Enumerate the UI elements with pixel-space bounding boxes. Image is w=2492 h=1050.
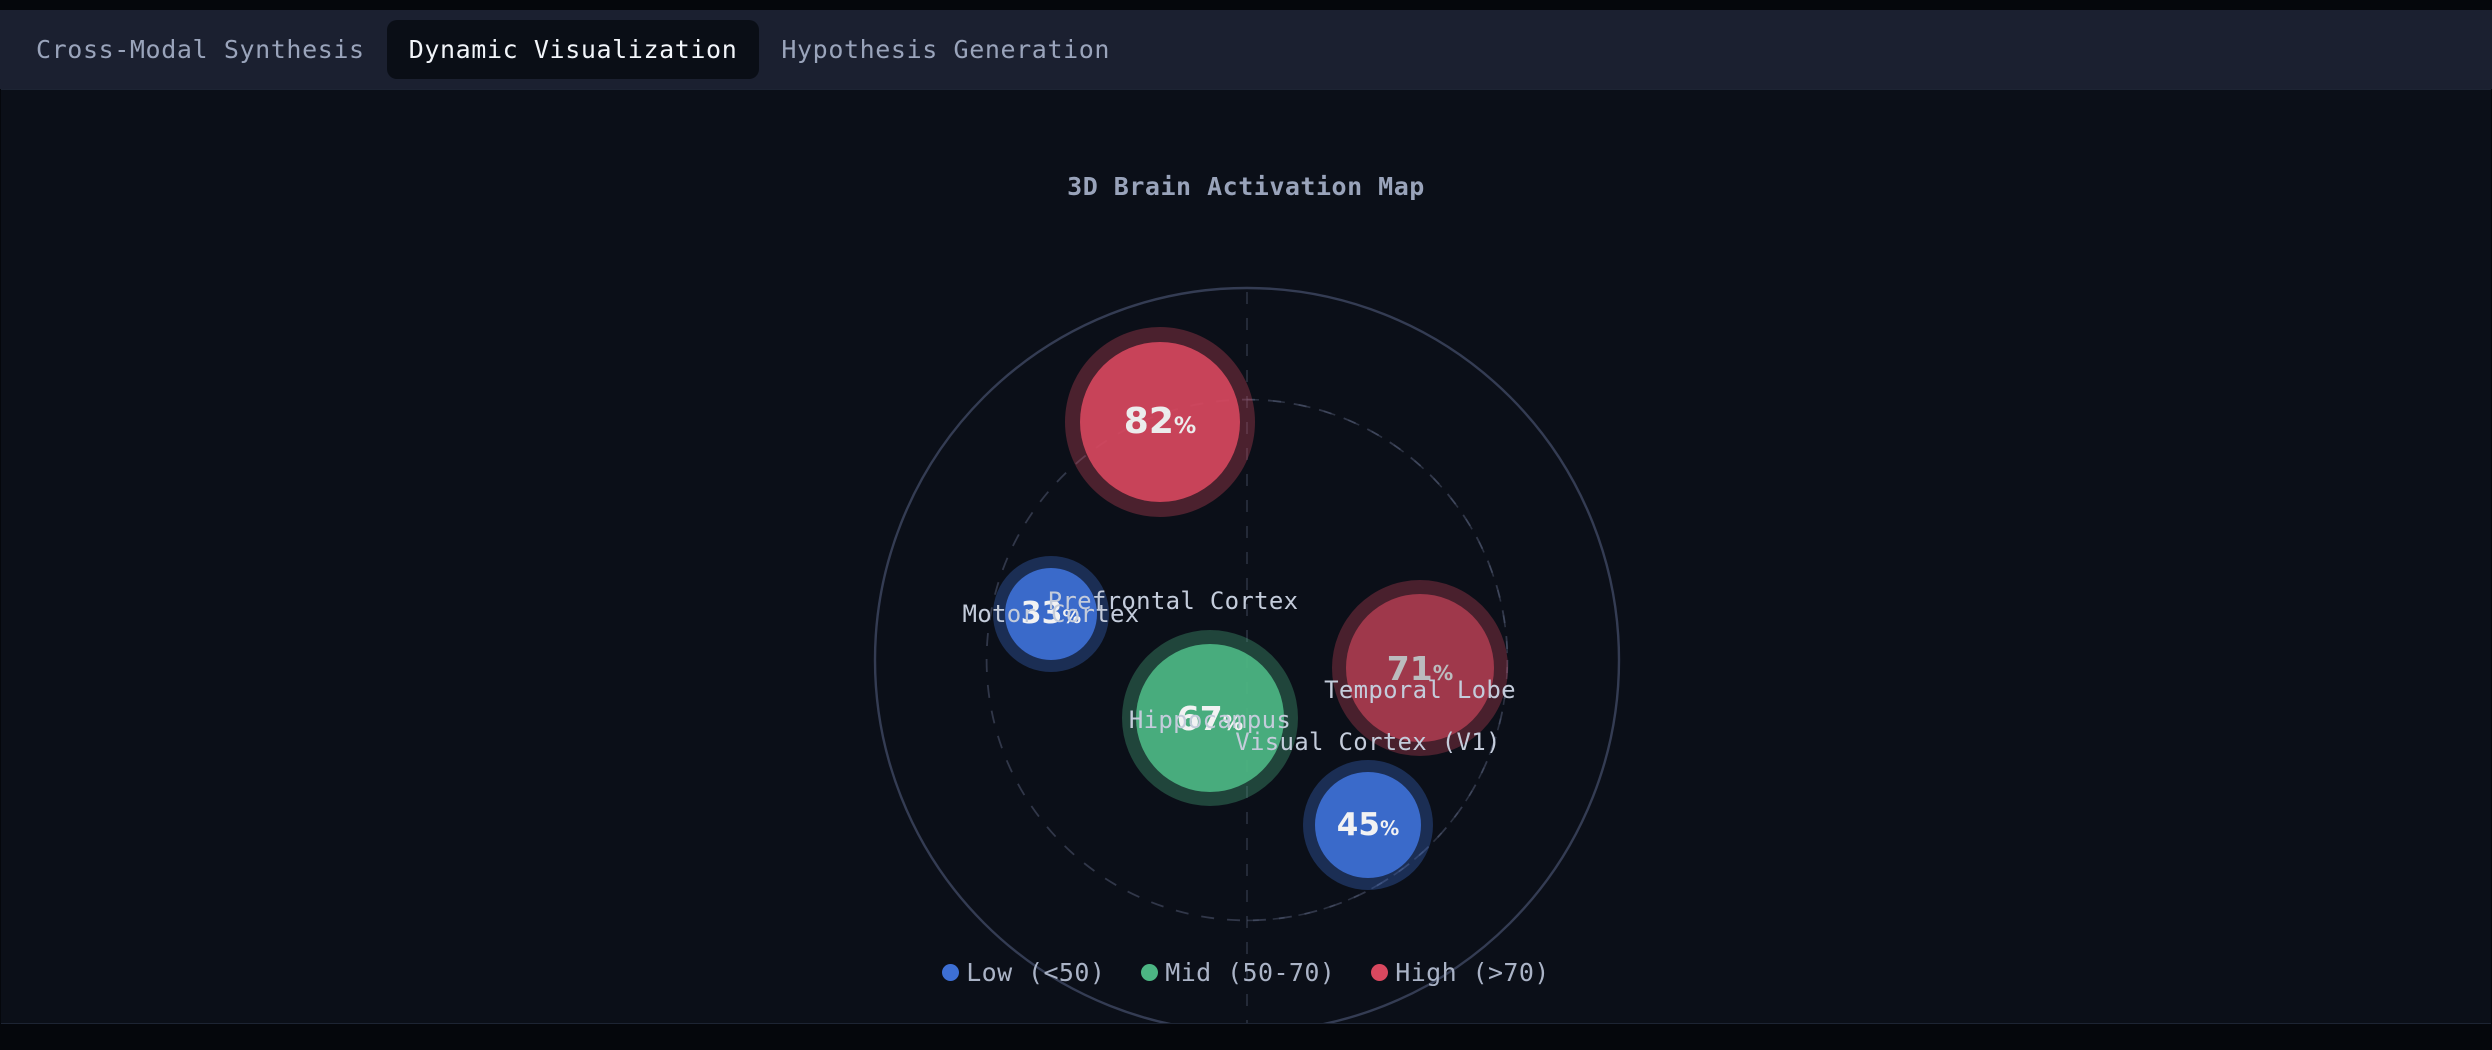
activation-core-hippocampus [1136, 644, 1284, 792]
node-label-motor-cortex: Motor Cortex [962, 600, 1140, 628]
legend-label-low: Low (<50) [966, 958, 1106, 987]
activation-core-temporal-lobe [1346, 594, 1494, 742]
node-label-temporal-lobe: Temporal Lobe [1324, 676, 1516, 704]
activation-node-motor-cortex[interactable]: 33% [993, 556, 1109, 672]
legend-dot-mid-icon [1141, 964, 1159, 981]
tab-bar: Cross-Modal Synthesis Dynamic Visualizati… [0, 10, 2492, 89]
activation-core-prefrontal-cortex [1080, 342, 1240, 502]
legend-label-mid: Mid (50-70) [1165, 958, 1336, 987]
activation-node-visual-cortex-v1[interactable]: 45% [1303, 760, 1433, 890]
node-label-visual-cortex-v1: Visual Cortex (V1) [1235, 728, 1501, 756]
activation-core-visual-cortex-v1 [1315, 772, 1421, 878]
activation-core-motor-cortex [1005, 568, 1097, 660]
activation-value-suffix-prefrontal-cortex: % [1173, 413, 1197, 439]
legend-item-high[interactable]: High (>70) [1371, 958, 1550, 987]
tab-hypothesis-generation[interactable]: Hypothesis Generation [759, 20, 1132, 79]
activation-value-prefrontal-cortex: 82% [1124, 404, 1196, 440]
visualization-panel: 3D Brain Activation Map Prefrontal Corte… [1, 89, 2491, 1024]
legend-item-low[interactable]: Low (<50) [942, 958, 1105, 987]
activation-node-temporal-lobe[interactable]: 71% [1332, 580, 1508, 756]
legend-label-high: High (>70) [1395, 958, 1550, 987]
legend-dot-low-icon [942, 964, 960, 981]
activation-node-prefrontal-cortex[interactable]: 82% [1065, 327, 1255, 517]
chart-legend: Low (<50) Mid (50-70) High (>70) [1, 958, 2491, 987]
tab-cross-modal-synthesis[interactable]: Cross-Modal Synthesis [14, 20, 387, 79]
page-title: 3D Brain Activation Map [1067, 172, 1425, 201]
activation-nodes: Prefrontal Cortex 82% Motor Cortex 33% Hippo… [1, 90, 2491, 1023]
activation-value-suffix-visual-cortex-v1: % [1379, 816, 1400, 840]
activation-value-number-prefrontal-cortex: 82 [1123, 401, 1174, 442]
activation-value-number-visual-cortex-v1: 45 [1336, 806, 1380, 843]
activation-value-visual-cortex-v1: 45% [1336, 806, 1400, 843]
activation-node-hippocampus[interactable]: 67% [1122, 630, 1298, 806]
legend-dot-high-icon [1371, 964, 1389, 981]
tab-dynamic-visualization[interactable]: Dynamic Visualization [386, 20, 760, 79]
legend-item-mid[interactable]: Mid (50-70) [1141, 958, 1335, 987]
